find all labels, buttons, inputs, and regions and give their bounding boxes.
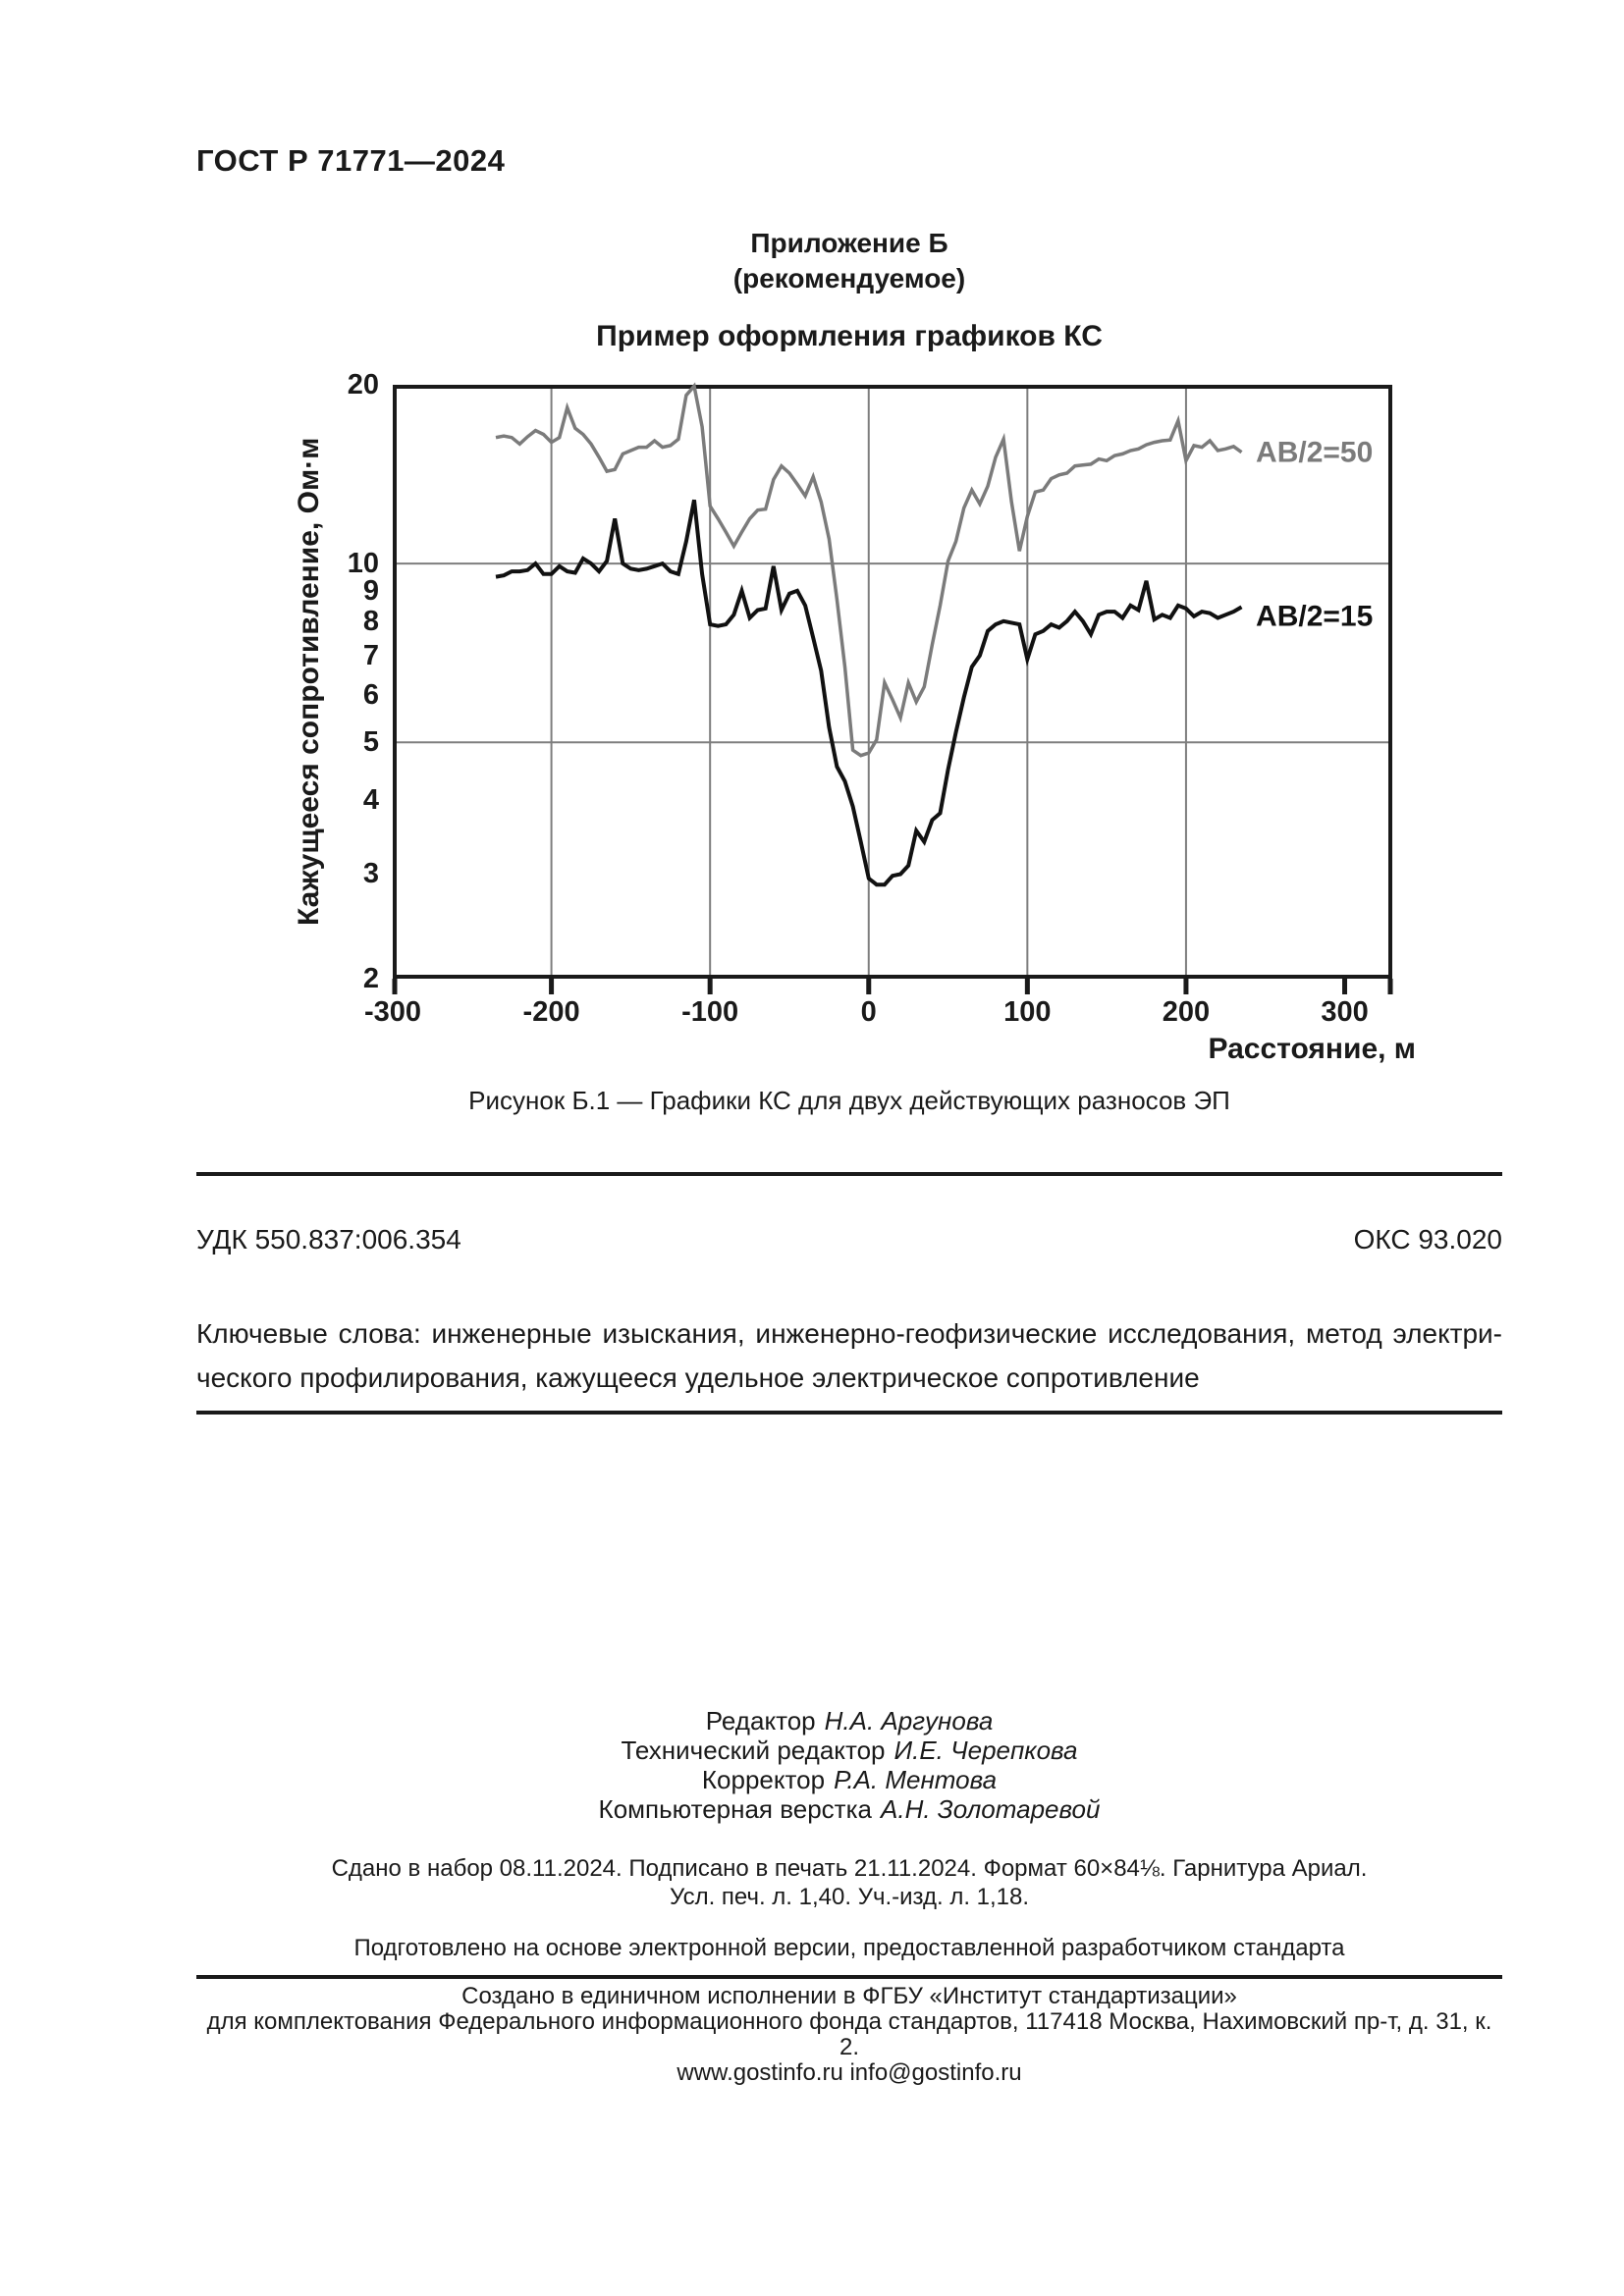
chart-plot: АВ/2=50 АВ/2=15 — [392, 382, 1393, 994]
y-tick-label-10: 10 — [347, 548, 379, 580]
divider-rule-middle — [196, 1411, 1502, 1415]
y-tick-label-5: 5 — [362, 726, 379, 759]
y-tick-label-20: 20 — [347, 369, 379, 400]
divider-rule-bottom — [196, 1975, 1502, 1979]
plot-border — [393, 385, 1392, 979]
footer-line-1: Создано в единичном исполнении в ФГБУ «И… — [461, 1983, 1237, 2009]
colophon-line-1: Сдано в набор 08.11.2024. Подписано в пе… — [331, 1855, 1368, 1882]
credit-line-editor: Редактор Н.А. Аргунова — [705, 1706, 994, 1735]
udk-code: УДК 550.837:006.354 — [196, 1224, 461, 1255]
y-tick-label-4: 4 — [362, 783, 379, 816]
series-label-АВ/2=15: АВ/2=15 — [1256, 600, 1373, 632]
prepared-note: Подготовлено на основе электронной верси… — [353, 1935, 1345, 1961]
y-tick-label-3: 3 — [362, 858, 379, 890]
keywords-line-2: ческого профилирования, кажущееся удельн… — [196, 1362, 1200, 1393]
x-tick-label--300: -300 — [363, 996, 422, 1028]
keywords-line-1: Ключевые слова: инженерные изыскания, ин… — [196, 1318, 1502, 1349]
series-label-АВ/2=50: АВ/2=50 — [1256, 436, 1373, 468]
series-line-АВ/2=15 — [495, 499, 1243, 887]
footer-line-3: www.gostinfo.ru info@gostinfo.ru — [677, 2059, 1022, 2086]
credit-line-proofreader: Корректор Р.А. Ментова — [701, 1765, 998, 1794]
figure-b1-chart: Кажущееся сопротивление, Ом·м АВ/2=50 АВ/… — [293, 369, 1416, 1065]
x-tick-label-100: 100 — [1003, 996, 1052, 1028]
y-tick-label-7: 7 — [362, 639, 379, 671]
divider-rule-top — [196, 1172, 1502, 1176]
x-tick-label--200: -200 — [522, 996, 580, 1028]
section-heading: Пример оформления графиков КС — [596, 320, 1103, 352]
y-tick-label-8: 8 — [362, 605, 379, 637]
publisher-footer: Создано в единичном исполнении в ФГБУ «И… — [196, 1984, 1502, 2086]
footer-line-2: для комплектования Федерального информац… — [206, 2008, 1492, 2060]
colophon-line-2: Усл. печ. л. 1,40. Уч.-изд. л. 1,18. — [669, 1884, 1030, 1910]
x-tick-label-200: 200 — [1162, 996, 1211, 1028]
credit-line-technical-editor: Технический редактор И.Е. Черепкова — [621, 1735, 1078, 1765]
appendix-title: Приложение Б — [750, 228, 948, 258]
x-tick-label-0: 0 — [860, 996, 877, 1028]
y-tick-label-6: 6 — [362, 679, 379, 712]
classification-row: УДК 550.837:006.354 ОКС 93.020 — [196, 1223, 1502, 1256]
x-tick-label-300: 300 — [1321, 996, 1369, 1028]
x-tick-label--100: -100 — [681, 996, 739, 1028]
oks-code: ОКС 93.020 — [1353, 1224, 1502, 1255]
credit-line-layout: Компьютерная верстка А.Н. Золотаревой — [598, 1794, 1101, 1824]
series-line-АВ/2=50 — [495, 382, 1243, 758]
x-axis-title: Расстояние, м — [1208, 1033, 1416, 1065]
y-tick-label-9: 9 — [362, 574, 379, 607]
credits-block: Редактор Н.А. Аргунова Технический редакт… — [196, 1706, 1502, 1824]
standard-designation: ГОСТ Р 71771—2024 — [196, 143, 506, 178]
figure-caption: Рисунок Б.1 — Графики КС для двух действ… — [468, 1086, 1230, 1115]
y-tick-label-2: 2 — [362, 963, 379, 994]
appendix-subtitle: (рекомендуемое) — [732, 263, 966, 294]
keywords-block: Ключевые слова: инженерные изыскания, ин… — [196, 1311, 1502, 1400]
colophon-block: Сдано в набор 08.11.2024. Подписано в пе… — [196, 1854, 1502, 1911]
